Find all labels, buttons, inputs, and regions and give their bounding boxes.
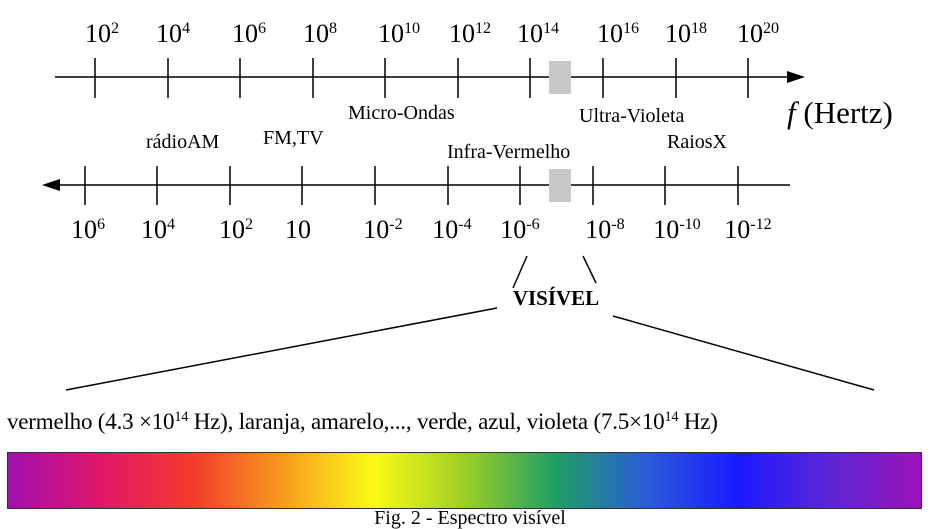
frequency-tick-label: 106 (231, 19, 267, 48)
visible-range-start: vermelho (4.3 ×10 (7, 409, 175, 434)
wavelength-tick-label: 104 (140, 215, 176, 244)
frequency-tick-label: 1020 (736, 19, 780, 48)
figure-caption: Fig. 2 - Espectro visível (374, 507, 566, 529)
frequency-tick-label: 1014 (516, 19, 560, 48)
frequency-symbol: f (787, 95, 796, 130)
wavelength-tick-label: 10-10 (653, 215, 701, 244)
frequency-tick-label: 1016 (596, 19, 640, 48)
visible-label: VISÍVEL (512, 286, 600, 310)
frequency-unit: (Hertz) (803, 95, 893, 130)
band-label-ultra-violeta: Ultra-Violeta (579, 105, 685, 127)
visible-range-start-exponent: 14 (174, 409, 189, 426)
band-label-micro-ondas: Micro-Ondas (348, 102, 455, 124)
visible-connector-right-short (582, 255, 597, 284)
frequency-tick-label: 1010 (377, 19, 421, 48)
wavelength-tick-label: 10-2 (363, 215, 403, 244)
wavelength-tick-label: 10-4 (432, 215, 472, 244)
visible-range-end: Hz) (678, 409, 718, 434)
wavelength-tick-label: 10-6 (500, 215, 540, 244)
frequency-tick-label: 104 (155, 19, 191, 48)
spectrum-diagram (42, 58, 875, 391)
wavelength-tick-label: 106 (70, 215, 106, 244)
visible-range-end-exponent: 14 (664, 409, 679, 426)
visible-connector-left-long (65, 307, 498, 391)
visible-connector-right-long (612, 315, 875, 391)
visible-range-text: vermelho (4.3 ×1014 Hz), laranja, amarel… (7, 410, 718, 433)
band-label-raios-x: RaiosX (667, 131, 727, 153)
wavelength-axis-ticks (84, 166, 739, 205)
visible-marker-wavelength (549, 169, 571, 202)
frequency-axis-label: f (Hertz) (787, 97, 893, 128)
wavelength-tick-label: 10-8 (585, 215, 625, 244)
frequency-tick-label: 108 (302, 19, 338, 48)
frequency-tick-label: 1012 (448, 19, 492, 48)
frequency-axis-arrowhead (787, 71, 805, 83)
band-label-fm-tv: FM,TV (263, 127, 324, 149)
band-label-radio-am: rádioAM (146, 131, 220, 153)
visible-connector-left-short (512, 255, 528, 289)
visible-spectrum-bar (7, 452, 922, 509)
visible-range-middle: Hz), laranja, amarelo,..., verde, azul, … (188, 409, 665, 434)
wavelength-tick-label: 102 (218, 215, 254, 244)
frequency-tick-label: 102 (84, 19, 120, 48)
band-label-infra-vermelho: Infra-Vermelho (447, 141, 571, 163)
frequency-tick-label: 1018 (664, 19, 708, 48)
frequency-axis-ticks (94, 58, 749, 98)
wavelength-axis-arrowhead (42, 179, 60, 191)
wavelength-tick-label: 10-12 (724, 215, 772, 244)
visible-marker-frequency (549, 61, 571, 94)
wavelength-tick-label: 10 (285, 215, 311, 244)
